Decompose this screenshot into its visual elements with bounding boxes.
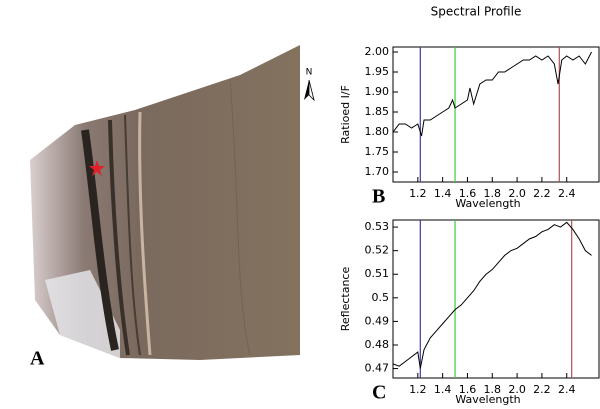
x-tick-label: 2.2 [533, 383, 551, 396]
north-arrow [309, 80, 314, 100]
y-tick-label: 0.48 [365, 338, 390, 351]
panel-label: A [30, 348, 45, 370]
y-tick-label: 0.5 [372, 291, 390, 304]
panel-label: C [372, 382, 386, 404]
y-axis-label: Ratioed I/F [339, 85, 352, 144]
y-tick-label: 0.51 [365, 267, 390, 280]
y-tick-label: 1.75 [365, 145, 390, 158]
chart-title: Spectral Profile [431, 5, 522, 19]
y-tick-label: 1.90 [365, 85, 390, 98]
panel-label: B [372, 186, 385, 208]
y-tick-label: 1.80 [365, 125, 390, 138]
x-tick-label: 1.2 [409, 187, 427, 200]
spectrum-line [393, 52, 592, 136]
north-arrow [304, 80, 309, 100]
y-tick-label: 1.85 [365, 105, 390, 118]
y-tick-label: 1.95 [365, 65, 390, 78]
terrain-image [30, 45, 300, 360]
x-axis-label: Wavelength [455, 393, 520, 406]
plot-frame [393, 220, 599, 378]
x-tick-label: 2.2 [533, 187, 551, 200]
y-tick-label: 2.00 [365, 45, 390, 58]
x-tick-label: 2.4 [558, 187, 576, 200]
x-tick-label: 1.4 [434, 383, 452, 396]
y-axis-label: Reflectance [339, 267, 352, 332]
spectrum-line [393, 222, 592, 368]
figure: A N Spectral Profile 1.70 1.75 1.80 1.85 1.90… [0, 0, 600, 409]
plot-frame [393, 47, 599, 182]
y-tick-label: 0.47 [365, 362, 390, 375]
y-tick-label: 0.53 [365, 220, 390, 233]
x-axis-label: Wavelength [455, 197, 520, 210]
y-tick-label: 0.49 [365, 314, 390, 327]
x-tick-label: 1.4 [434, 187, 452, 200]
north-label: N [306, 68, 313, 78]
x-tick-label: 1.2 [409, 383, 427, 396]
y-tick-label: 1.70 [365, 165, 390, 178]
y-tick-label: 0.52 [365, 244, 390, 257]
x-tick-label: 2.4 [558, 383, 576, 396]
